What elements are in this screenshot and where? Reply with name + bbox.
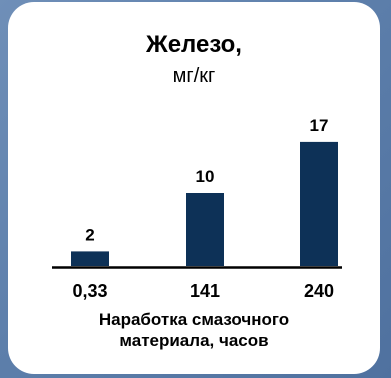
chart-subtitle: мг/кг xyxy=(173,65,216,87)
bars-group: 2 10 17 xyxy=(71,116,338,266)
tick-labels-group: 0,33 141 240 xyxy=(72,281,334,301)
value-label-141: 10 xyxy=(196,167,215,186)
chart-card: Железо, мг/кг 2 10 17 0,33 141 240 Наработка… xyxy=(8,2,380,374)
chart-svg: Железо, мг/кг 2 10 17 0,33 141 240 Наработка… xyxy=(52,31,342,350)
value-label-240: 17 xyxy=(310,116,329,135)
value-label-0,33: 2 xyxy=(85,225,94,244)
x-tick-label-141: 141 xyxy=(190,281,220,301)
bar-141 xyxy=(186,193,224,266)
x-tick-label-0,33: 0,33 xyxy=(72,281,107,301)
x-axis-label-line-1: Наработка смазочного xyxy=(99,310,289,329)
bar-240 xyxy=(300,141,338,266)
x-axis-label-line-2: материала, часов xyxy=(119,331,268,350)
bar-0,33 xyxy=(71,251,109,266)
chart-title: Железо, xyxy=(145,31,242,58)
x-tick-label-240: 240 xyxy=(304,281,334,301)
